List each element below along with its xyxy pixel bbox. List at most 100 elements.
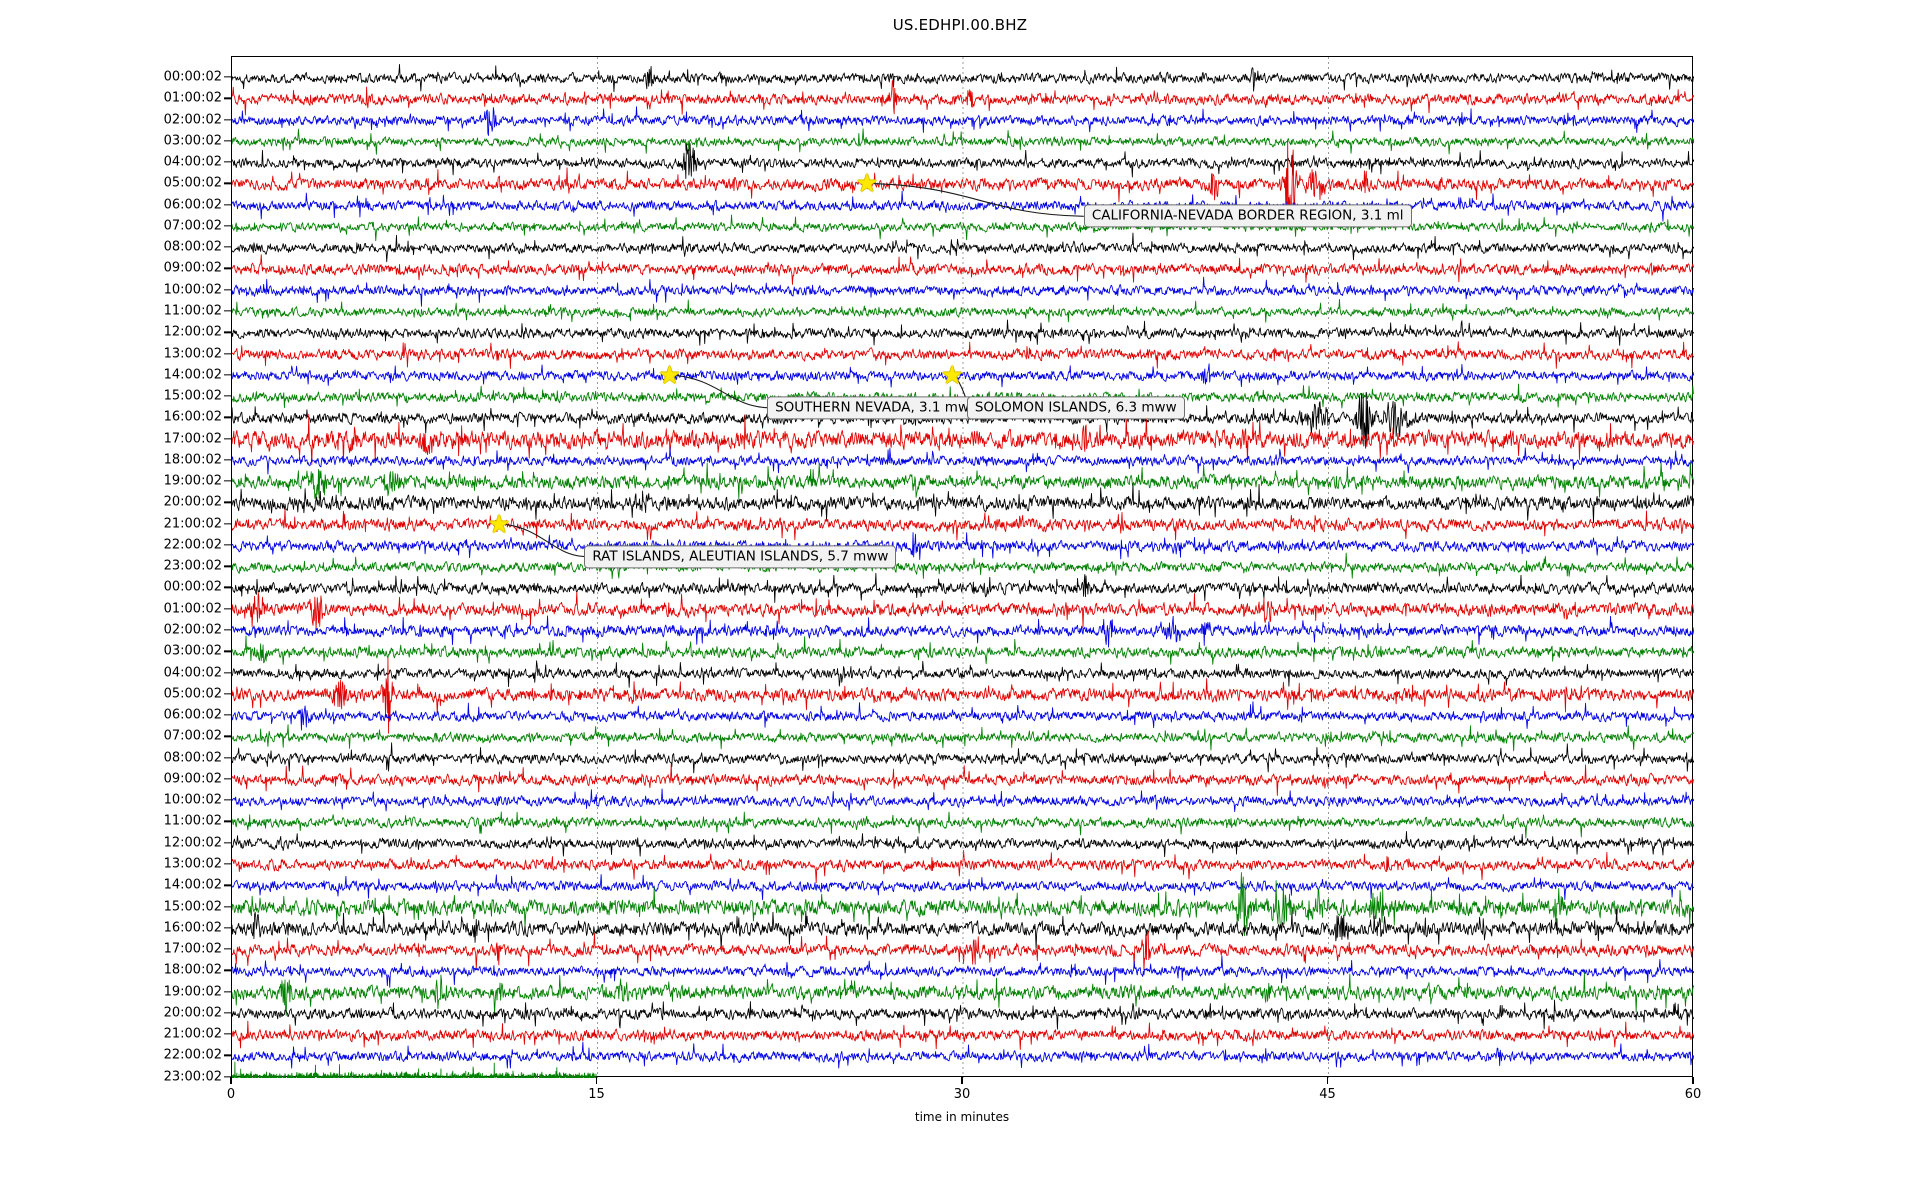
event-label-southern-nevada[interactable]: SOUTHERN NEVADA, 3.1 mw	[767, 396, 977, 420]
y-tick-label: 18:00:02	[163, 452, 222, 468]
y-tick-label: 19:00:02	[163, 473, 222, 489]
y-tick-mark	[224, 629, 231, 631]
y-tick-mark	[224, 76, 231, 78]
y-tick-label: 14:00:02	[163, 367, 222, 383]
y-tick-label: 06:00:02	[163, 197, 222, 213]
y-tick-mark	[224, 1076, 231, 1078]
y-tick-mark	[224, 756, 231, 759]
y-tick-label: 00:00:02	[163, 579, 222, 595]
earthquake-star-icon[interactable]: ★	[855, 168, 879, 198]
y-tick-mark	[224, 267, 231, 270]
x-tick-mark	[1326, 1077, 1329, 1084]
y-tick-mark	[224, 352, 231, 355]
y-tick-mark	[224, 608, 231, 610]
x-tick-label: 30	[953, 1087, 971, 1102]
y-tick-mark	[224, 97, 231, 99]
y-tick-mark	[224, 416, 231, 418]
seismogram-traces	[232, 57, 1694, 1078]
y-tick-label: 01:00:02	[163, 601, 222, 617]
y-tick-label: 16:00:02	[163, 409, 222, 425]
y-tick-mark	[224, 395, 231, 397]
x-axis-label: time in minutes	[914, 1110, 1010, 1124]
y-tick-mark	[224, 799, 231, 801]
y-tick-mark	[224, 480, 231, 482]
y-tick-mark	[224, 735, 231, 738]
y-tick-label: 11:00:02	[163, 813, 222, 829]
y-tick-label: 04:00:02	[163, 154, 222, 170]
y-tick-mark	[224, 1012, 231, 1014]
event-label-solomon-islands[interactable]: SOLOMON ISLANDS, 6.3 mww	[966, 396, 1185, 420]
y-tick-mark	[224, 820, 231, 823]
y-tick-label: 05:00:02	[163, 686, 222, 702]
y-tick-mark	[224, 884, 231, 886]
y-tick-mark	[224, 948, 231, 950]
y-tick-label: 12:00:02	[163, 835, 222, 851]
y-tick-label: 10:00:02	[163, 792, 222, 808]
y-tick-mark	[224, 246, 231, 248]
y-tick-label: 20:00:02	[163, 494, 222, 510]
y-tick-label: 07:00:02	[163, 218, 222, 234]
earthquake-star-icon[interactable]: ★	[941, 360, 964, 390]
y-tick-label: 15:00:02	[163, 899, 222, 915]
y-tick-label: 02:00:02	[163, 622, 222, 638]
y-tick-label: 23:00:02	[163, 1069, 222, 1085]
y-tick-label: 01:00:02	[163, 90, 222, 106]
y-tick-label: 11:00:02	[163, 303, 222, 319]
page-title: US.EDHPI.00.BHZ	[892, 16, 1028, 34]
event-label-rat-islands[interactable]: RAT ISLANDS, ALEUTIAN ISLANDS, 5.7 mww	[584, 545, 897, 569]
y-tick-mark	[224, 310, 231, 312]
y-tick-label: 03:00:02	[163, 643, 222, 659]
y-tick-mark	[224, 714, 231, 716]
y-tick-mark	[224, 225, 231, 227]
plot-area	[231, 56, 1694, 1078]
y-tick-mark	[224, 374, 231, 376]
y-tick-label: 21:00:02	[163, 516, 222, 532]
event-label-california-nevada[interactable]: CALIFORNIA-NEVADA BORDER REGION, 3.1 ml	[1083, 204, 1412, 228]
y-tick-mark	[224, 203, 231, 206]
y-tick-label: 22:00:02	[163, 537, 222, 553]
y-tick-mark	[224, 1054, 231, 1057]
y-tick-label: 23:00:02	[163, 558, 222, 574]
y-tick-label: 13:00:02	[163, 856, 222, 872]
y-tick-label: 14:00:02	[163, 877, 222, 893]
y-tick-mark	[224, 990, 231, 993]
y-tick-mark	[224, 778, 231, 780]
x-tick-label: 45	[1319, 1087, 1336, 1102]
y-axis-tick-labels: 00:00:02 01:00:02 02:00:02 03:00:02 04:00:02…	[0, 0, 222, 1200]
earthquake-star-icon[interactable]: ★	[658, 360, 681, 390]
y-tick-label: 09:00:02	[163, 771, 222, 787]
y-tick-mark	[224, 544, 231, 546]
x-tick-label: 15	[588, 1087, 605, 1102]
earthquake-star-icon[interactable]: ★	[487, 509, 511, 539]
y-tick-mark	[224, 523, 231, 525]
y-tick-mark	[224, 586, 231, 589]
y-tick-label: 18:00:02	[163, 962, 222, 978]
y-tick-mark	[224, 842, 231, 844]
y-tick-mark	[224, 182, 231, 184]
y-tick-label: 08:00:02	[163, 750, 222, 766]
x-tick-mark	[230, 1077, 232, 1084]
y-tick-mark	[224, 671, 231, 674]
y-tick-label: 02:00:02	[163, 112, 222, 128]
x-tick-mark	[595, 1077, 598, 1084]
y-tick-mark	[224, 140, 231, 142]
y-tick-label: 20:00:02	[163, 1005, 222, 1021]
y-tick-label: 12:00:02	[163, 324, 222, 340]
y-tick-mark	[224, 437, 231, 440]
y-tick-label: 05:00:02	[163, 175, 222, 191]
x-tick-label: 60	[1684, 1087, 1702, 1102]
y-tick-label: 06:00:02	[163, 707, 222, 723]
y-tick-label: 10:00:02	[163, 282, 222, 298]
y-tick-mark	[224, 331, 231, 333]
y-tick-label: 00:00:02	[163, 69, 222, 85]
y-tick-mark	[224, 863, 231, 865]
y-tick-mark	[224, 289, 231, 291]
y-tick-label: 08:00:02	[163, 239, 222, 255]
y-tick-mark	[224, 501, 231, 504]
y-tick-label: 21:00:02	[163, 1026, 222, 1042]
y-tick-label: 09:00:02	[163, 260, 222, 276]
x-tick-mark	[1692, 1077, 1694, 1084]
x-tick-label: 0	[226, 1087, 236, 1102]
y-tick-mark	[224, 905, 231, 908]
